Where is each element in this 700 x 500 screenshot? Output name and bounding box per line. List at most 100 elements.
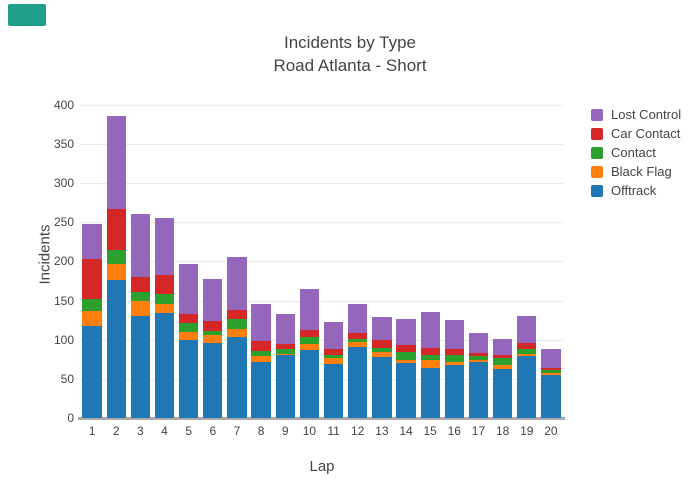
- bar-segment-contact[interactable]: [323, 354, 344, 358]
- bar-lap-6[interactable]: [203, 279, 223, 418]
- bar-segment-black-flag[interactable]: [299, 343, 320, 350]
- bar-segment-lost-control[interactable]: [179, 263, 199, 314]
- bar-segment-contact[interactable]: [179, 323, 199, 332]
- bar-segment-contact[interactable]: [299, 336, 320, 344]
- bar-segment-car-contact[interactable]: [130, 277, 151, 292]
- bar-segment-lost-control[interactable]: [323, 321, 344, 350]
- legend-item-black-flag[interactable]: Black Flag: [591, 162, 681, 181]
- bar-segment-lost-control[interactable]: [517, 316, 537, 343]
- bar-segment-offtrack[interactable]: [492, 368, 513, 418]
- bar-segment-offtrack[interactable]: [227, 337, 247, 418]
- bar-segment-lost-control[interactable]: [299, 288, 320, 331]
- bar-segment-offtrack[interactable]: [372, 356, 392, 418]
- bar-segment-contact[interactable]: [420, 355, 440, 361]
- bar-segment-contact[interactable]: [227, 318, 247, 329]
- bar-segment-offtrack[interactable]: [106, 280, 126, 418]
- bar-segment-offtrack[interactable]: [396, 363, 416, 418]
- bar-segment-offtrack[interactable]: [275, 355, 295, 418]
- bar-segment-car-contact[interactable]: [541, 367, 561, 371]
- bar-segment-car-contact[interactable]: [275, 344, 295, 350]
- bar-lap-9[interactable]: [275, 313, 295, 418]
- bar-segment-contact[interactable]: [251, 350, 271, 357]
- bar-segment-lost-control[interactable]: [396, 319, 416, 346]
- bar-segment-black-flag[interactable]: [468, 360, 489, 363]
- bar-segment-car-contact[interactable]: [396, 345, 416, 353]
- bar-lap-13[interactable]: [372, 317, 392, 418]
- bar-segment-contact[interactable]: [372, 347, 392, 353]
- bar-segment-offtrack[interactable]: [323, 363, 344, 418]
- bar-segment-car-contact[interactable]: [227, 309, 247, 319]
- bar-segment-lost-control[interactable]: [275, 313, 295, 345]
- bar-segment-offtrack[interactable]: [517, 356, 537, 418]
- bar-segment-contact[interactable]: [348, 338, 368, 343]
- bar-segment-offtrack[interactable]: [251, 361, 271, 418]
- bar-segment-car-contact[interactable]: [420, 347, 440, 356]
- bar-segment-contact[interactable]: [492, 358, 513, 365]
- bar-segment-black-flag[interactable]: [541, 372, 561, 375]
- bar-segment-offtrack[interactable]: [348, 346, 368, 418]
- bar-segment-black-flag[interactable]: [396, 360, 416, 364]
- bar-segment-lost-control[interactable]: [130, 213, 151, 278]
- bar-segment-offtrack[interactable]: [444, 364, 464, 418]
- bar-segment-lost-control[interactable]: [106, 115, 126, 209]
- bar-segment-car-contact[interactable]: [517, 342, 537, 350]
- bar-lap-11[interactable]: [323, 321, 344, 418]
- bar-segment-contact[interactable]: [82, 298, 102, 312]
- bar-segment-offtrack[interactable]: [130, 316, 151, 418]
- bar-segment-lost-control[interactable]: [444, 320, 464, 350]
- bar-segment-black-flag[interactable]: [492, 364, 513, 369]
- bar-segment-black-flag[interactable]: [444, 362, 464, 365]
- bar-segment-offtrack[interactable]: [299, 349, 320, 418]
- bar-segment-car-contact[interactable]: [299, 330, 320, 337]
- bar-segment-offtrack[interactable]: [179, 339, 199, 418]
- legend-item-contact[interactable]: Contact: [591, 143, 681, 162]
- bar-segment-lost-control[interactable]: [348, 303, 368, 334]
- bar-segment-car-contact[interactable]: [323, 349, 344, 355]
- bar-segment-offtrack[interactable]: [541, 374, 561, 418]
- legend-item-offtrack[interactable]: Offtrack: [591, 181, 681, 200]
- bar-segment-contact[interactable]: [396, 352, 416, 361]
- bar-segment-car-contact[interactable]: [106, 208, 126, 250]
- bar-lap-2[interactable]: [106, 115, 126, 418]
- bar-lap-16[interactable]: [444, 320, 464, 418]
- bar-lap-14[interactable]: [396, 319, 416, 418]
- bar-segment-black-flag[interactable]: [154, 304, 175, 314]
- bar-lap-18[interactable]: [492, 338, 513, 418]
- bar-segment-lost-control[interactable]: [154, 217, 175, 276]
- bar-lap-5[interactable]: [179, 263, 199, 418]
- bar-segment-lost-control[interactable]: [82, 223, 102, 260]
- bar-lap-10[interactable]: [299, 288, 320, 418]
- bar-segment-black-flag[interactable]: [372, 352, 392, 357]
- bar-segment-car-contact[interactable]: [154, 275, 175, 295]
- bar-segment-lost-control[interactable]: [420, 311, 440, 348]
- bar-segment-car-contact[interactable]: [251, 341, 271, 351]
- bar-segment-offtrack[interactable]: [203, 342, 223, 418]
- bar-segment-car-contact[interactable]: [468, 353, 489, 357]
- bar-segment-lost-control[interactable]: [251, 304, 271, 342]
- edit-chart-badge[interactable]: [8, 4, 46, 26]
- bar-segment-contact[interactable]: [517, 349, 537, 354]
- bar-lap-15[interactable]: [420, 311, 440, 418]
- bar-segment-offtrack[interactable]: [82, 325, 102, 418]
- bar-segment-contact[interactable]: [444, 354, 464, 363]
- bar-segment-black-flag[interactable]: [227, 328, 247, 338]
- bar-segment-lost-control[interactable]: [372, 317, 392, 340]
- legend-item-lost-control[interactable]: Lost Control: [591, 105, 681, 124]
- bar-segment-black-flag[interactable]: [179, 331, 199, 340]
- bar-segment-contact[interactable]: [203, 331, 223, 335]
- bar-segment-black-flag[interactable]: [517, 353, 537, 357]
- bar-segment-contact[interactable]: [106, 249, 126, 265]
- bar-segment-black-flag[interactable]: [130, 301, 151, 317]
- legend-item-car-contact[interactable]: Car Contact: [591, 124, 681, 143]
- bar-lap-3[interactable]: [130, 213, 151, 418]
- bar-lap-7[interactable]: [227, 256, 247, 418]
- bar-segment-black-flag[interactable]: [323, 357, 344, 364]
- bar-segment-car-contact[interactable]: [348, 333, 368, 339]
- bar-segment-contact[interactable]: [275, 349, 295, 354]
- bar-segment-black-flag[interactable]: [82, 311, 102, 326]
- bar-lap-20[interactable]: [541, 349, 561, 418]
- bar-segment-car-contact[interactable]: [444, 349, 464, 355]
- bar-segment-offtrack[interactable]: [154, 313, 175, 418]
- bar-segment-contact[interactable]: [468, 356, 489, 361]
- bar-segment-car-contact[interactable]: [492, 354, 513, 359]
